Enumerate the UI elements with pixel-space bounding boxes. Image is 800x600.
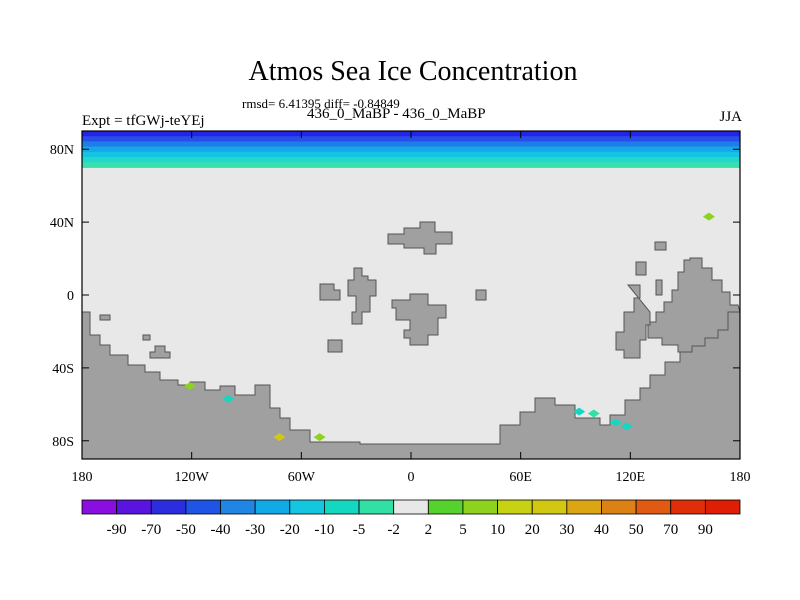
colorbar-swatch — [289, 499, 325, 515]
colorbar-label: 5 — [459, 522, 467, 538]
land-east-islands — [615, 241, 667, 359]
colorbar-label: 40 — [594, 522, 609, 538]
land-small-east — [475, 289, 487, 301]
colorbar-swatch — [185, 499, 221, 515]
anomaly-patch — [573, 407, 586, 416]
colorbar-swatch — [670, 499, 706, 515]
x-tick-label: 120E — [616, 470, 646, 485]
colorbar-label: 70 — [663, 522, 678, 538]
x-tick-label: 0 — [408, 470, 415, 485]
colorbar-label: -50 — [176, 522, 196, 538]
x-tick-label: 180 — [72, 470, 93, 485]
colorbar-swatch — [566, 499, 602, 515]
arctic-band — [82, 146, 740, 153]
land-west-islands — [99, 314, 171, 359]
center-label: 436_0_MaBP - 436_0_MaBP — [307, 106, 486, 122]
x-tick-label: 180 — [730, 470, 751, 485]
arctic-band — [82, 136, 740, 142]
anomaly-patch — [222, 394, 235, 403]
stats-line: rmsd= 6.41395 diff= -0.84849 — [242, 96, 400, 111]
anomaly-patch — [702, 212, 715, 221]
land-east-range — [647, 257, 740, 353]
colorbar-swatch — [462, 499, 498, 515]
land-equatorial-b — [347, 267, 377, 325]
colorbar-label: 20 — [525, 522, 540, 538]
arctic-band — [82, 141, 740, 148]
anomaly-patches — [183, 212, 715, 442]
land-equatorial-a — [319, 283, 341, 301]
experiment-label: Expt = tfGWj-teYEj — [82, 113, 205, 129]
y-tick-label: 40S — [52, 362, 74, 377]
colorbar-label: 2 — [425, 522, 433, 538]
colorbar-swatch — [324, 499, 360, 515]
colorbar-swatch — [358, 499, 395, 515]
y-tick-label: 80N — [50, 143, 74, 158]
colorbar-label: -10 — [314, 522, 334, 538]
x-tick-label: 60W — [288, 470, 316, 485]
chart-title: Atmos Sea Ice Concentration — [248, 56, 578, 87]
arctic-band — [82, 157, 740, 163]
colorbar-swatch — [531, 499, 568, 515]
colorbar-label: 30 — [559, 522, 574, 538]
land-equatorial-c — [327, 339, 343, 353]
colorbar-swatch — [150, 499, 187, 515]
colorbar-swatch — [704, 499, 741, 515]
colorbar-label: -5 — [353, 522, 366, 538]
colorbar-swatch — [116, 499, 152, 515]
land-north-island — [387, 221, 453, 255]
colorbar-label: -90 — [107, 522, 127, 538]
y-tick-label: 0 — [67, 289, 74, 304]
anomaly-patch — [183, 382, 196, 391]
season-label: JJA — [719, 109, 742, 125]
colorbar-label: 10 — [490, 522, 505, 538]
colorbar-label: -70 — [141, 522, 161, 538]
anomaly-patch — [587, 409, 600, 418]
y-tick-label: 40N — [50, 216, 74, 231]
colorbar-swatch — [254, 499, 291, 515]
anomaly-patch — [609, 418, 622, 427]
arctic-band — [82, 151, 740, 158]
land-central-block — [391, 293, 447, 346]
colorbar: -90 -70 -50 -40 -30 -20 -10 -5 -2 2 5 10 20 30 40 50 70 9… — [81, 499, 741, 538]
colorbar-swatch — [393, 499, 429, 515]
anomaly-patch — [273, 433, 286, 442]
x-axis: 180 120W 60W 0 60E 120E 180 — [72, 131, 751, 485]
colorbar-label: -2 — [387, 522, 400, 538]
colorbar-swatch — [427, 499, 464, 515]
colorbar-swatch — [635, 499, 672, 515]
y-axis: 80N 40N 0 40S 80S — [50, 143, 740, 450]
colorbar-label: -20 — [280, 522, 300, 538]
colorbar-label: -40 — [211, 522, 231, 538]
land-southern-continent — [82, 309, 740, 459]
colorbar-swatch — [497, 499, 533, 515]
land-masses — [82, 221, 740, 459]
colorbar-swatch — [81, 499, 118, 515]
colorbar-swatch — [220, 499, 256, 515]
arctic-band — [82, 162, 740, 168]
x-tick-label: 60E — [509, 470, 532, 485]
y-tick-label: 80S — [52, 435, 74, 450]
colorbar-label: 50 — [629, 522, 644, 538]
anomaly-patch — [620, 422, 633, 431]
colorbar-label: -30 — [245, 522, 265, 538]
colorbar-swatch — [601, 499, 637, 515]
anomaly-patch — [313, 433, 326, 442]
x-tick-label: 120W — [175, 470, 210, 485]
colorbar-label: 90 — [698, 522, 713, 538]
